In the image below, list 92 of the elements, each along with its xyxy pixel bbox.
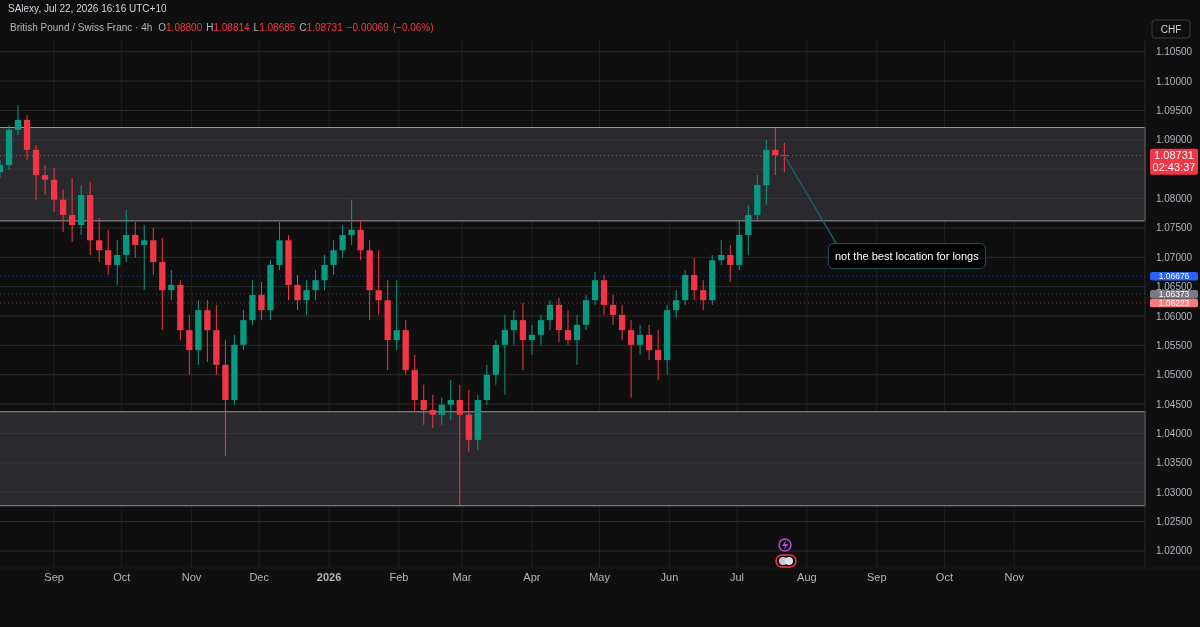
x-tick-label: 2026 [316,571,342,583]
y-tick-label: 1.09000 [1155,134,1193,146]
ref-line-label: 1.08731 [1154,149,1194,162]
y-tick-label: 1.10000 [1155,75,1193,87]
candlestick [700,279,707,311]
candlestick [537,314,545,346]
candlestick [618,304,626,341]
x-tick-label: May [589,571,611,583]
candlestick [258,281,265,321]
y-tick-label: 1.02000 [1155,545,1193,557]
y-tick-label: 1.07000 [1155,251,1193,263]
candlestick [420,384,427,426]
candlestick [501,314,509,396]
x-tick-label: Jul [730,571,745,583]
candlestick [528,324,536,356]
candlestick [438,397,445,426]
candlestick [627,319,635,399]
candlestick [348,199,355,246]
y-tick-label: 1.07500 [1155,222,1193,234]
candlestick [456,384,463,507]
text: 02:43:37 [1152,161,1196,174]
y-tick-label: 1.06000 [1155,310,1193,322]
candlestick [330,239,337,276]
candlestick [357,219,364,261]
candlestick [429,394,436,429]
annotation: not the best location for longs [835,249,980,262]
x-tick-label: Sep [866,571,887,583]
candlestick [393,279,400,351]
candlestick [50,167,58,213]
candlestick [564,309,572,346]
candlestick [68,177,76,243]
y-tick-label: 1.09500 [1155,104,1193,116]
chart-title: British Pound / Swiss Franc · 4h [10,22,153,33]
y-tick-label: 1.04500 [1155,398,1193,410]
candlestick [727,244,734,283]
candlestick [186,314,193,376]
x-tick-label: Feb [389,571,409,583]
candlestick [745,204,752,256]
candlestick [718,239,725,266]
candlestick [141,224,148,291]
candlestick [510,309,518,346]
y-tick-label: 1.05500 [1155,339,1193,351]
candlestick [591,271,599,306]
candlestick [447,379,454,421]
ref-line-label: 1.06676 [1158,271,1190,282]
candlestick [114,239,121,286]
candlestick [636,324,644,356]
text: O1.08800 H1.08814 L1.08685 C1.08731 −0.00069 (−0.06%) [158,22,434,33]
candlestick [59,189,67,233]
candlestick [519,302,527,371]
candlestick [168,269,175,301]
candlestick [123,209,130,263]
x-tick-label: Jun [660,571,679,583]
x-tick-label: Oct [935,571,953,583]
candlestick [573,314,581,366]
candlestick [105,229,112,276]
candlestick [96,217,103,263]
x-tick-label: Aug [797,571,817,583]
candlestick [375,249,382,316]
candlestick [303,279,310,316]
x-tick-label: Nov [181,571,202,583]
candlestick [41,164,49,196]
candlestick [312,269,319,301]
candlestick [339,224,346,259]
y-tick-label: 1.08000 [1155,193,1193,205]
candlestick [546,299,554,331]
x-tick-label: Oct [113,571,131,583]
y-tick-label: 1.02500 [1155,516,1193,528]
candlestick [654,329,662,381]
y-tick-label: 1.10500 [1155,46,1193,58]
candlestick [673,289,680,319]
x-tick-label: Nov [1004,571,1025,583]
candlestick [204,299,211,363]
candlestick [14,104,22,136]
candlestick [321,254,328,291]
y-tick-label: 1.03500 [1155,457,1193,469]
candlestick [609,294,617,326]
candlestick [150,227,157,276]
x-tick-label: Dec [249,571,270,583]
candlestick [645,324,653,361]
y-tick-label: 1.04000 [1155,428,1193,439]
candlestick [294,274,301,311]
ref-line-label: 1.06223 [1158,297,1190,308]
x-tick-label: Sep [44,571,64,583]
x-tick-label: Apr [523,571,541,583]
candlestick [132,221,139,259]
y-tick-label: 1.03000 [1155,486,1193,498]
x-tick-label: Mar [452,571,472,583]
candlestick [691,257,698,301]
y-tick-label: 1.05000 [1155,369,1193,381]
y-axis-title: CHF [1160,23,1182,35]
text: SAlexy, Jul 22, 2026 16:16 UTC+10 [8,3,167,14]
